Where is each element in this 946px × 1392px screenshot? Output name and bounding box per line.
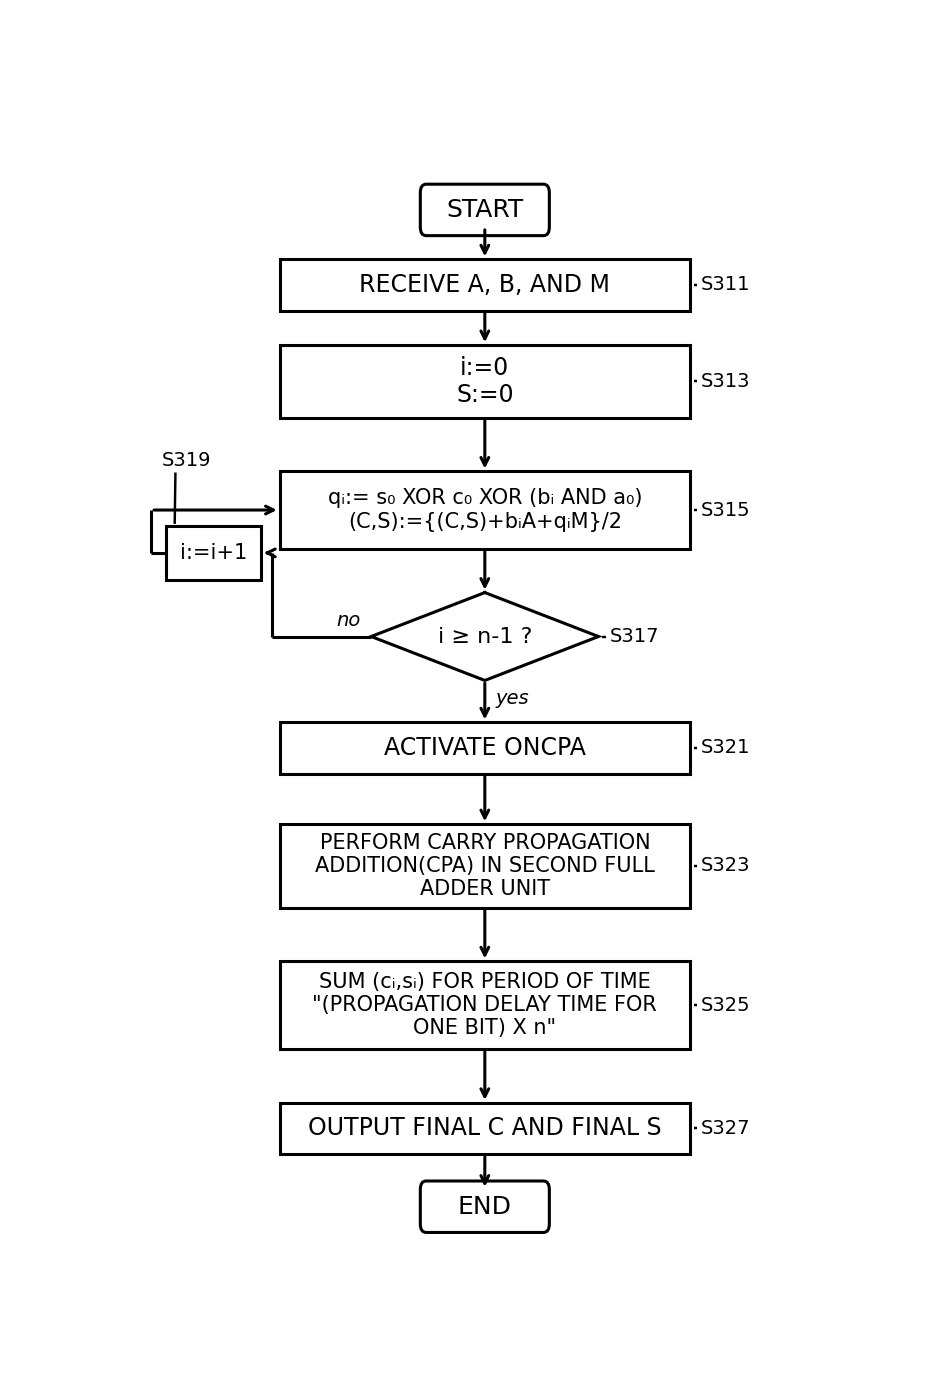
Bar <box>280 722 690 774</box>
Text: S323: S323 <box>701 856 750 876</box>
Text: i:=i+1: i:=i+1 <box>180 543 247 562</box>
Text: S325: S325 <box>701 995 751 1015</box>
Bar <box>280 472 690 548</box>
Text: START: START <box>447 198 523 221</box>
Text: S317: S317 <box>609 626 659 646</box>
Bar <box>280 259 690 310</box>
Bar <box>280 345 690 418</box>
Text: PERFORM CARRY PROPAGATION
ADDITION(CPA) IN SECOND FULL
ADDER UNIT: PERFORM CARRY PROPAGATION ADDITION(CPA) … <box>315 832 655 899</box>
Text: i:=0
S:=0: i:=0 S:=0 <box>456 355 514 408</box>
Text: yes: yes <box>496 689 530 709</box>
FancyBboxPatch shape <box>420 184 550 235</box>
Text: SUM (cᵢ,sᵢ) FOR PERIOD OF TIME
"(PROPAGATION DELAY TIME FOR
ONE BIT) X n": SUM (cᵢ,sᵢ) FOR PERIOD OF TIME "(PROPAGA… <box>312 972 657 1038</box>
Text: S319: S319 <box>163 451 212 470</box>
Bar <box>166 526 261 579</box>
Text: END: END <box>458 1194 512 1219</box>
Bar <box>280 1102 690 1154</box>
Text: ACTIVATE ONCPA: ACTIVATE ONCPA <box>384 736 586 760</box>
Text: no: no <box>336 611 360 631</box>
Text: S315: S315 <box>701 501 751 519</box>
Text: OUTPUT FINAL C AND FINAL S: OUTPUT FINAL C AND FINAL S <box>308 1116 661 1140</box>
Text: i ≥ n-1 ?: i ≥ n-1 ? <box>438 626 532 646</box>
Text: S327: S327 <box>701 1119 750 1139</box>
Text: RECEIVE A, B, AND M: RECEIVE A, B, AND M <box>359 273 610 296</box>
FancyBboxPatch shape <box>420 1180 550 1232</box>
Bar <box>280 824 690 908</box>
Text: qᵢ:= s₀ XOR c₀ XOR (bᵢ AND a₀)
(C,S):={(C,S)+bᵢA+qᵢM}/2: qᵢ:= s₀ XOR c₀ XOR (bᵢ AND a₀) (C,S):={(… <box>327 489 642 532</box>
Text: S313: S313 <box>701 372 750 391</box>
Polygon shape <box>371 593 599 681</box>
Bar <box>280 962 690 1050</box>
Text: S311: S311 <box>701 276 750 295</box>
Text: S321: S321 <box>701 739 750 757</box>
